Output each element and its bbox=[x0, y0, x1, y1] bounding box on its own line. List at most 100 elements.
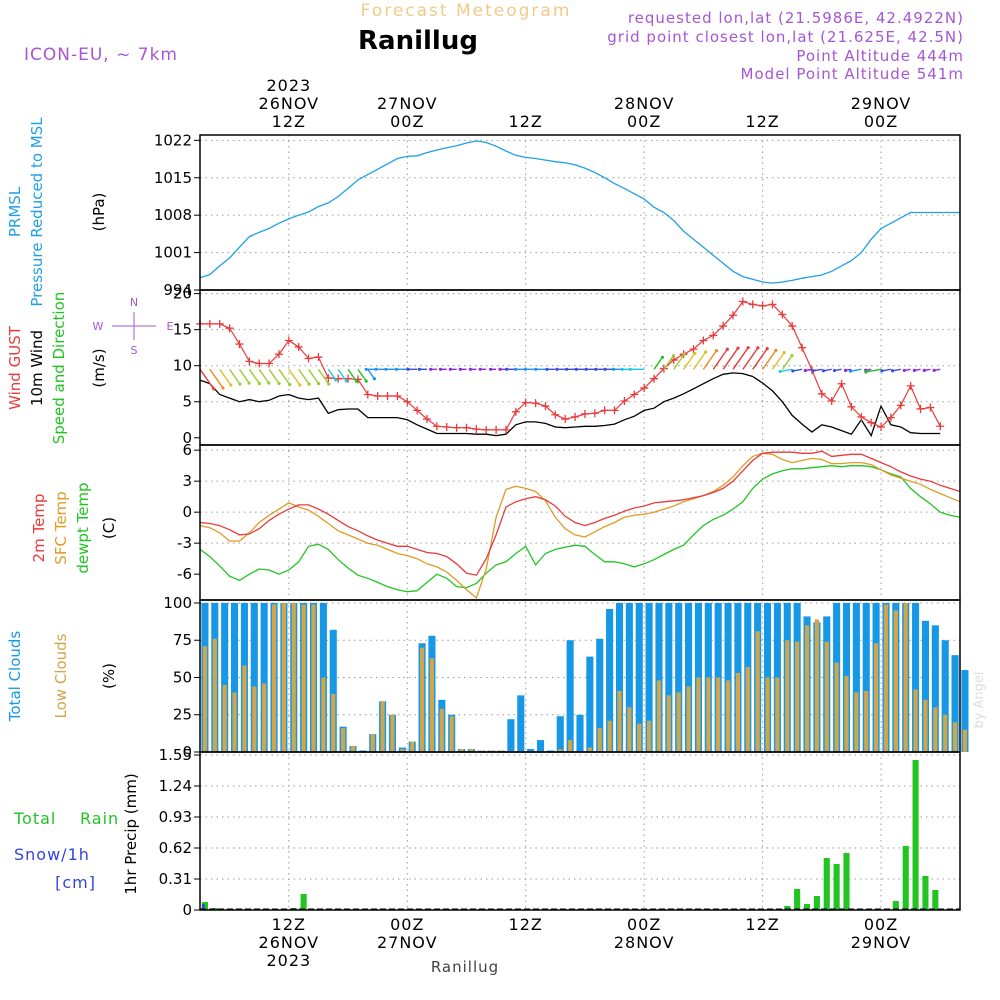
compass-e: E bbox=[167, 320, 174, 333]
wind-direction-arrow bbox=[317, 368, 330, 385]
gust-marker bbox=[373, 391, 382, 400]
total-cloud-bar bbox=[724, 602, 732, 752]
point-altitude: Point Altitude 444m bbox=[796, 47, 964, 65]
compass-s: S bbox=[131, 344, 138, 357]
gust-marker bbox=[393, 391, 402, 400]
gust-marker bbox=[511, 407, 520, 416]
top-time-label: 12Z bbox=[272, 112, 306, 131]
precip-legend-label: Rain bbox=[80, 809, 119, 828]
low-cloud-bar bbox=[291, 602, 296, 752]
wind-direction-arrow bbox=[771, 352, 785, 370]
gust-marker bbox=[719, 322, 728, 331]
wind-arrow-head bbox=[574, 367, 578, 371]
low-cloud-bar bbox=[252, 686, 257, 752]
wind-arrow-head bbox=[438, 367, 443, 371]
temp2m-line bbox=[199, 450, 961, 576]
wind-arrow-head bbox=[803, 368, 807, 373]
low-cloud-bar bbox=[558, 749, 563, 752]
bottom-time-label: 12Z bbox=[509, 915, 543, 934]
precip-frame bbox=[199, 751, 961, 911]
gust-marker bbox=[452, 423, 461, 432]
pressure-ytick-label: 1015 bbox=[154, 169, 192, 187]
gust-marker bbox=[215, 319, 224, 328]
wind-arrow-head bbox=[505, 367, 509, 371]
gust-marker bbox=[561, 415, 570, 424]
wind-ytick-label: 20 bbox=[173, 285, 192, 303]
pressure-frame bbox=[199, 134, 961, 291]
gust-marker bbox=[462, 423, 471, 432]
sfc-temp-line bbox=[199, 452, 961, 600]
wind-arrow-head bbox=[498, 367, 502, 371]
temperature-ytick-label: 6 bbox=[182, 441, 192, 459]
gust-marker bbox=[274, 350, 283, 359]
gust-marker bbox=[827, 397, 836, 406]
gust-marker bbox=[916, 404, 925, 413]
low-cloud-bar bbox=[844, 676, 849, 752]
total-cloud-bar bbox=[596, 638, 604, 752]
wind-direction-arrow bbox=[238, 368, 250, 384]
gust-marker bbox=[709, 331, 718, 340]
wind-arrow-head bbox=[327, 382, 331, 386]
top-time-label: 26NOV bbox=[259, 94, 320, 113]
gust-marker bbox=[413, 406, 422, 415]
low-cloud-bar bbox=[913, 689, 918, 752]
precip-ytick-label: 1.55 bbox=[159, 746, 192, 764]
wind-arrow-head bbox=[791, 369, 795, 373]
precip-ytick-label: 0.62 bbox=[159, 839, 192, 857]
low-cloud-bar bbox=[952, 722, 958, 752]
gust-marker bbox=[521, 398, 530, 407]
wind-arrow-head bbox=[778, 369, 782, 374]
low-cloud-bar bbox=[321, 677, 326, 752]
low-cloud-bar bbox=[923, 699, 928, 752]
total-cloud-bar bbox=[931, 625, 939, 752]
gust-marker bbox=[403, 397, 412, 406]
clouds-unit-label: (%) bbox=[100, 663, 118, 689]
gust-marker bbox=[265, 359, 274, 368]
low-cloud-bar bbox=[656, 680, 662, 752]
gust-marker bbox=[432, 422, 441, 431]
wind-side-label: 10m Wind bbox=[28, 330, 46, 406]
gust-marker bbox=[245, 357, 254, 366]
rain-bar bbox=[932, 890, 939, 910]
total-cloud-bar bbox=[566, 640, 574, 752]
location-title: Ranillug bbox=[358, 26, 478, 56]
wind-arrow-head bbox=[317, 382, 321, 386]
rain-bar bbox=[813, 896, 820, 910]
low-cloud-bar bbox=[469, 749, 474, 752]
low-cloud-bar bbox=[202, 646, 208, 752]
wind-arrow-head bbox=[307, 382, 311, 386]
total-cloud-bar bbox=[862, 602, 870, 752]
clouds-ytick-label: 100 bbox=[163, 594, 192, 612]
wind-arrow-head bbox=[765, 347, 769, 351]
temperature-side-label: dewpt Temp bbox=[74, 482, 92, 573]
low-cloud-bar bbox=[242, 665, 247, 752]
wind-arrow-head bbox=[774, 348, 778, 353]
wind-direction-arrow bbox=[307, 368, 320, 385]
wind-arrow-head bbox=[555, 367, 559, 371]
total-cloud-bar bbox=[685, 602, 693, 752]
gust-marker bbox=[877, 422, 886, 431]
compass-w: W bbox=[93, 320, 104, 333]
precip-legend-label: [cm] bbox=[55, 873, 96, 892]
gust-marker bbox=[284, 336, 293, 345]
wind-arrow-head bbox=[257, 382, 261, 386]
gust-marker bbox=[936, 422, 945, 431]
total-cloud-bar bbox=[507, 719, 515, 752]
low-cloud-bar bbox=[814, 619, 819, 752]
gust-marker bbox=[778, 310, 787, 319]
wind-arrow-head bbox=[523, 367, 528, 371]
gust-marker bbox=[423, 415, 432, 424]
rain-bar bbox=[833, 864, 840, 910]
wind-arrow-head bbox=[746, 346, 750, 350]
gust-marker bbox=[580, 410, 589, 418]
gust-marker bbox=[758, 301, 767, 310]
wind-arrow-head bbox=[902, 368, 906, 373]
rain-bar bbox=[794, 889, 801, 910]
bottom-time-label: 28NOV bbox=[614, 933, 675, 952]
low-cloud-bar bbox=[439, 708, 444, 752]
temperature-frame bbox=[199, 444, 961, 601]
low-cloud-bar bbox=[854, 692, 859, 752]
wind-direction-arrow bbox=[781, 355, 793, 370]
low-cloud-bar bbox=[755, 631, 760, 752]
